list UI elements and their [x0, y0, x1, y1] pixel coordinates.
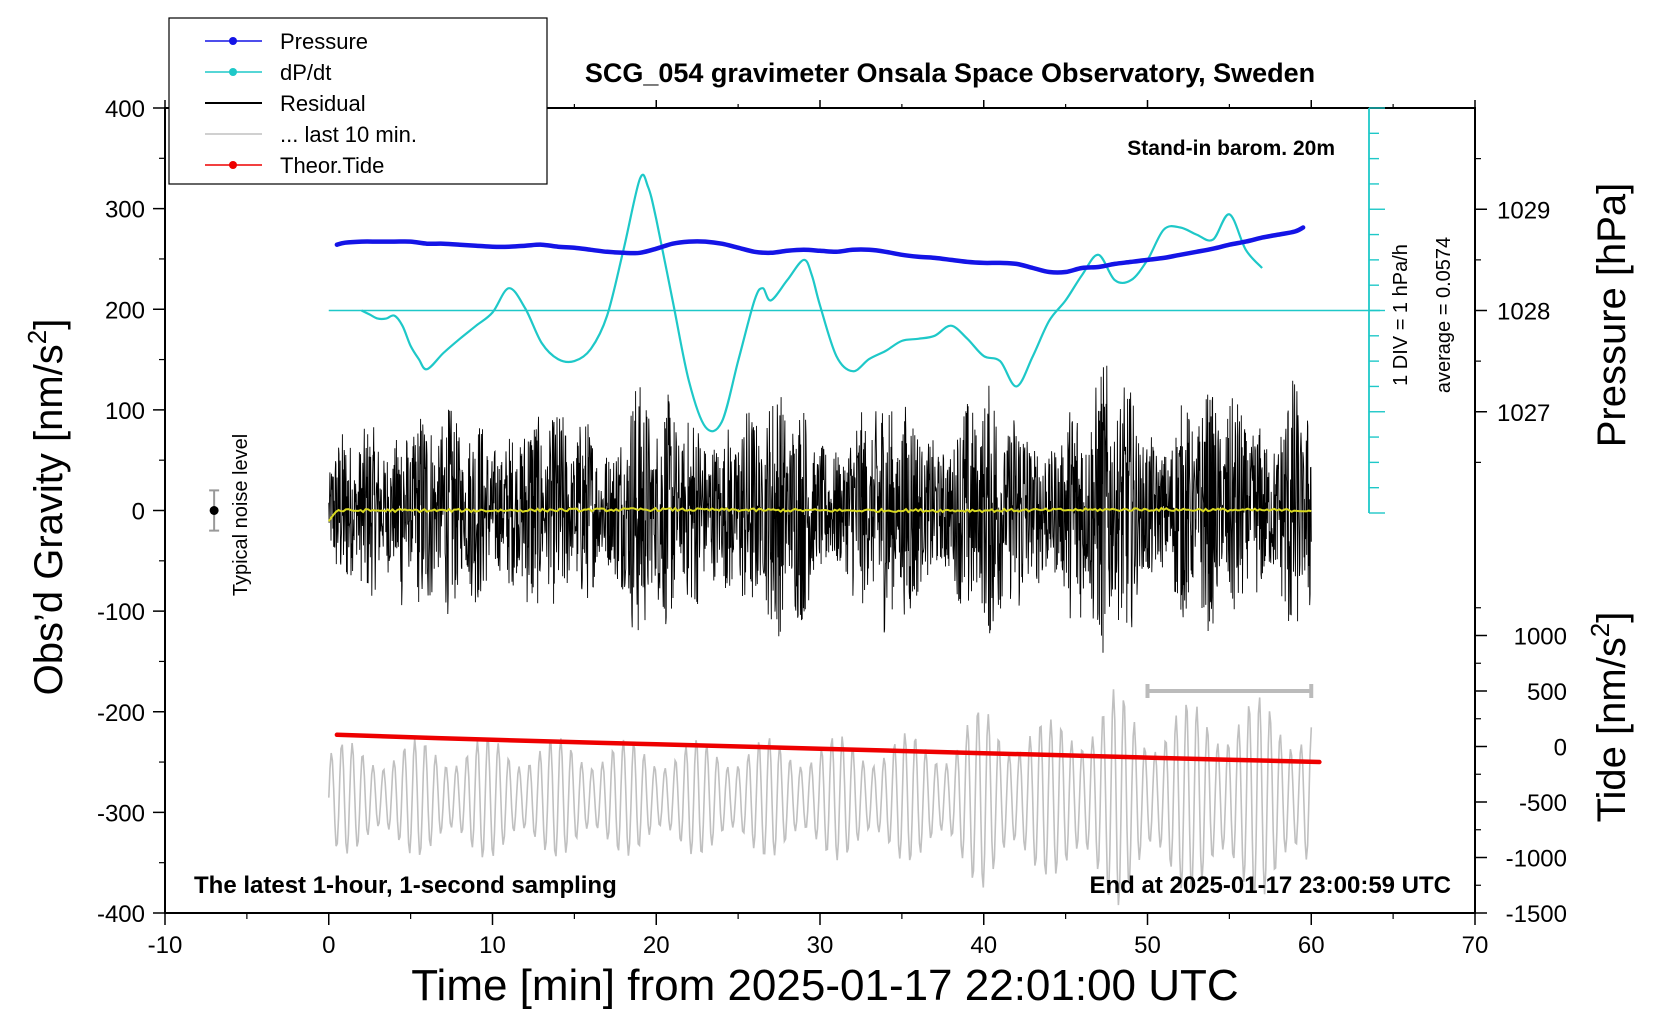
tide-tick-label: -500 [1519, 790, 1567, 817]
series-pressure [334, 225, 1306, 275]
pressure-tick-label: 1029 [1497, 197, 1550, 224]
tide-tick-label: 1000 [1514, 624, 1567, 651]
tide-tick-label: 0 [1554, 735, 1567, 762]
tide-tick-label: -1500 [1506, 901, 1567, 928]
dpdt-scale-bar [1368, 107, 1385, 514]
y-axis-pressure-title: Pressure [hPa] [1590, 183, 1634, 448]
end-time-note: End at 2025-01-17 23:00:59 UTC [1090, 872, 1452, 899]
legend-entries: Pressure dP/dt Residual ... last 10 min. The… [205, 29, 417, 178]
x-tick-label: 0 [322, 932, 335, 959]
x-tick-label: 30 [807, 932, 834, 959]
sampling-note: The latest 1-hour, 1-second sampling [194, 872, 617, 899]
y-tick-label: -100 [97, 599, 145, 626]
y-axis-tide-ticks: -1500 -1000 -500 0 500 1000 [1475, 607, 1567, 928]
stand-in-barometer-note: Stand-in barom. 20m [1127, 137, 1335, 160]
legend-label: Theor.Tide [280, 153, 384, 178]
tide-tick-label: 500 [1527, 679, 1567, 706]
y-axis-left-ticks: -400 -300 -200 -100 0 100 200 300 400 [97, 96, 165, 928]
last-10-min-line [328, 689, 1313, 906]
series-dpdt [328, 173, 1380, 433]
legend-box [168, 17, 548, 185]
noise-level-marker [209, 489, 220, 532]
x-axis-ticks: -10 0 10 20 30 40 50 60 70 [148, 100, 1489, 959]
y-tick-label: -200 [97, 700, 145, 727]
noise-point [209, 506, 219, 515]
theor-tide-line [334, 732, 1322, 765]
x-tick-label: 50 [1134, 932, 1161, 959]
y-axis-tide-title-close: ] [1590, 612, 1634, 623]
x-tick-label: 70 [1462, 932, 1489, 959]
x-axis-title: Time [min] from 2025-01-17 22:01:00 UTC [411, 961, 1238, 1010]
legend-marker [229, 161, 237, 169]
y-tick-label: -400 [97, 901, 145, 928]
x-tick-label: 20 [643, 932, 670, 959]
last-10-min-range-bar [1145, 684, 1314, 698]
y-tick-label: 400 [105, 96, 145, 123]
y-axis-left-title-base: Obs’d Gravity [nm/s [27, 344, 71, 695]
x-tick-label: 60 [1298, 932, 1325, 959]
pressure-tick-label: 1028 [1497, 299, 1550, 326]
y-axis-tide-title: Tide [nm/s2] [1585, 612, 1634, 823]
chart-title: SCG_054 gravimeter Onsala Space Observat… [585, 58, 1315, 88]
y-axis-pressure-ticks: 1027 1028 1029 [1475, 158, 1550, 463]
legend-label: Pressure [280, 29, 368, 54]
pressure-tick-label: 1027 [1497, 400, 1550, 427]
y-tick-label: 0 [132, 499, 145, 526]
x-tick-label: 10 [479, 932, 506, 959]
drift-line [327, 506, 1312, 522]
legend-label: dP/dt [280, 60, 331, 85]
y-axis-tide-title-sup: 2 [1585, 623, 1615, 637]
y-axis-left-title-sup: 2 [22, 330, 52, 344]
tide-tick-label: -1000 [1506, 846, 1567, 873]
legend-marker [229, 37, 237, 45]
y-tick-label: 100 [105, 398, 145, 425]
y-tick-label: -300 [97, 800, 145, 827]
y-axis-left-title: Obs’d Gravity [nm/s2] [22, 319, 71, 696]
average-note: average = 0.0574 [1433, 237, 1455, 393]
x-tick-label: -10 [148, 932, 183, 959]
y-tick-label: 200 [105, 297, 145, 324]
y-axis-left-title-close: ] [27, 319, 71, 330]
y-axis-tide-title-base: Tide [nm/s [1590, 637, 1634, 822]
x-tick-label: 40 [970, 932, 997, 959]
series-theor-tide [334, 732, 1322, 765]
legend-label: Residual [280, 91, 366, 116]
residual-line [328, 365, 1312, 653]
y-tick-label: 300 [105, 197, 145, 224]
series-last-10-min [328, 689, 1313, 906]
legend-marker [229, 68, 237, 76]
legend-label: ... last 10 min. [280, 122, 417, 147]
pressure-line [334, 225, 1306, 275]
series-drift [327, 506, 1312, 522]
dpdt-line [361, 173, 1263, 433]
noise-level-label: Typical noise level [230, 434, 252, 596]
scale-div-note: 1 DIV = 1 hPa/h [1390, 244, 1412, 386]
legend: Pressure dP/dt Residual ... last 10 min. The… [168, 17, 548, 185]
series-residual [328, 365, 1312, 653]
